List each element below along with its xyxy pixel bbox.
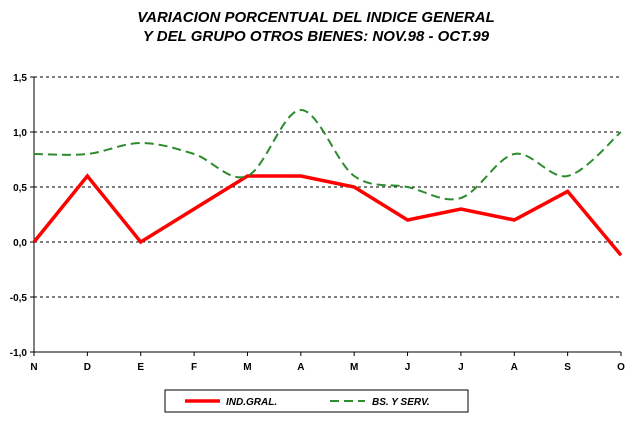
series-line-bs-y-serv — [33, 108, 622, 201]
x-tick-label: D — [84, 362, 91, 373]
x-tick-label: S — [564, 362, 571, 373]
y-tick-label: 1,0 — [13, 128, 27, 139]
series-line-ind-gral — [32, 173, 623, 257]
chart-subtitle: Y DEL GRUPO OTROS BIENES: NOV.98 - OCT.9… — [142, 28, 490, 45]
grid-lines — [34, 76, 621, 298]
x-tick-label: J — [405, 362, 411, 373]
x-tick-label: A — [297, 362, 304, 373]
y-tick-label: 0,0 — [13, 238, 27, 249]
x-tick-label: F — [191, 362, 197, 373]
y-tick-label: -0,5 — [10, 293, 28, 304]
y-axis-ticks: -1,0 -0,5 0,0 0,5 1,0 1,5 — [10, 73, 34, 359]
y-tick-label: -1,0 — [10, 348, 28, 359]
legend-label-bs-y-serv: BS. Y SERV. — [372, 397, 430, 408]
x-tick-label: M — [350, 362, 358, 373]
y-tick-label: 0,5 — [13, 183, 27, 194]
x-tick-label: M — [243, 362, 251, 373]
chart-title: VARIACION PORCENTUAL DEL INDICE GENERAL — [137, 9, 495, 26]
legend-label-ind-gral: IND.GRAL. — [226, 397, 277, 408]
legend: IND.GRAL. BS. Y SERV. — [164, 389, 469, 413]
x-tick-label: O — [617, 362, 625, 373]
x-tick-label: E — [137, 362, 144, 373]
series-lines — [32, 108, 623, 257]
axes — [33, 77, 621, 353]
x-tick-label: N — [30, 362, 37, 373]
x-tick-label: J — [458, 362, 464, 373]
legend-box — [164, 389, 469, 413]
y-tick-label: 1,5 — [13, 73, 27, 84]
x-tick-label: A — [511, 362, 518, 373]
